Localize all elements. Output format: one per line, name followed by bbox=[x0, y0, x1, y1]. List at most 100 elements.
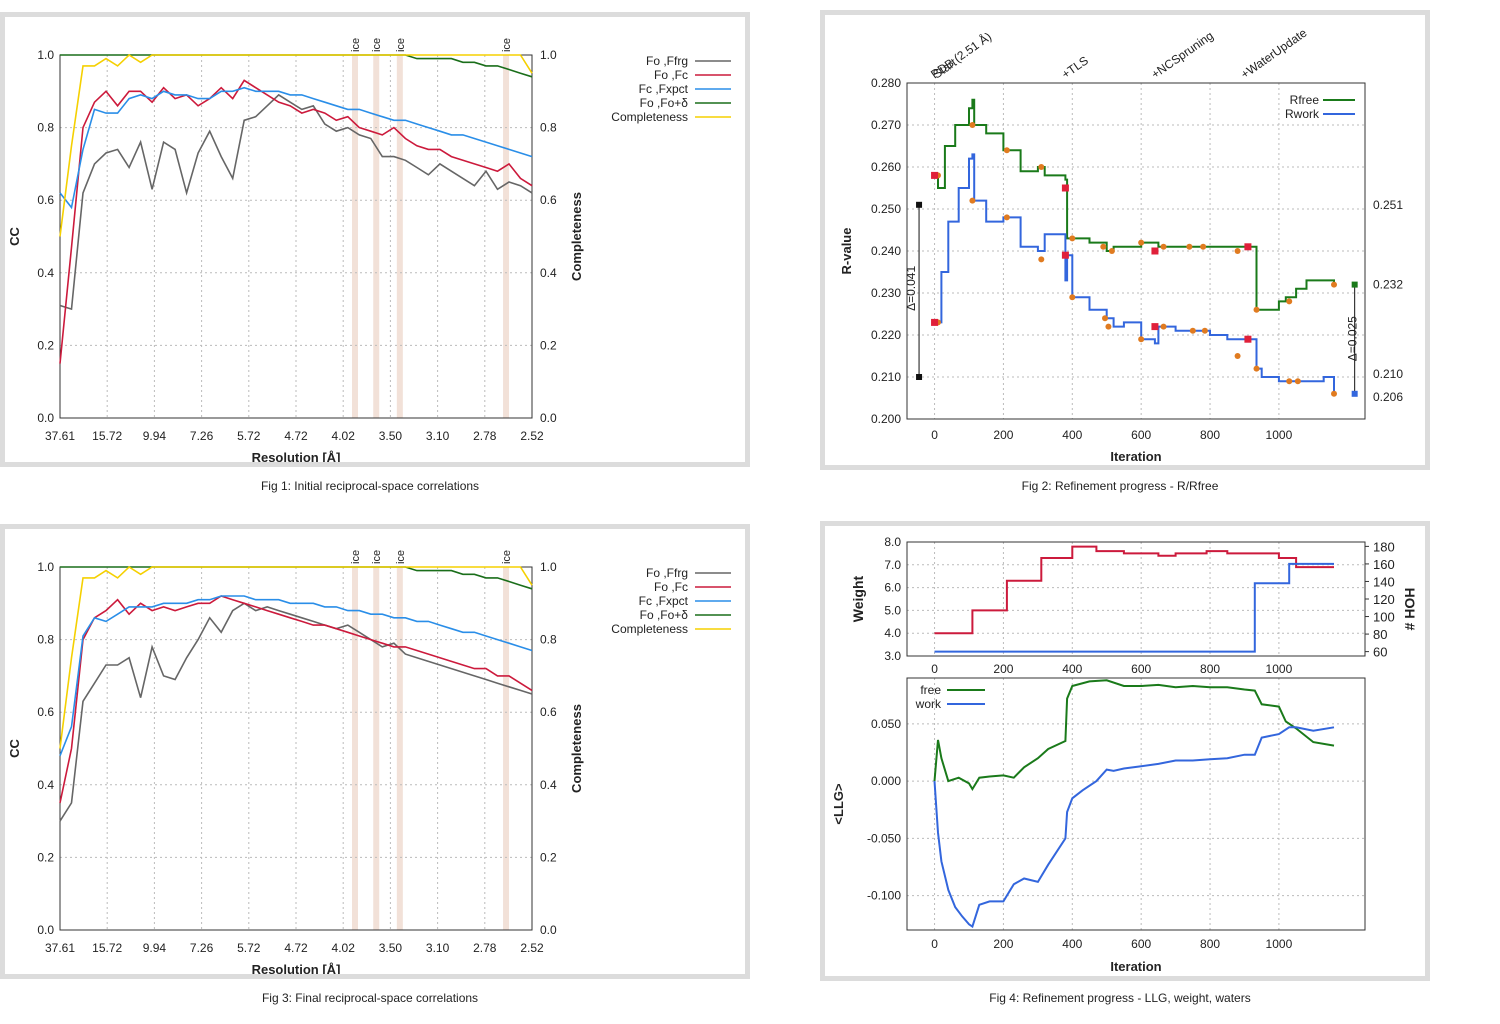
series-line-Fo_Ffrg bbox=[59, 93, 533, 311]
fig2-caption: Fig 2: Refinement progress - R/Rfree bbox=[1021, 479, 1219, 493]
y-axis-label: CC bbox=[7, 227, 22, 246]
ice-label: ice bbox=[371, 550, 383, 564]
x-tick-label: 37.61 bbox=[45, 941, 75, 955]
y-tick-label: -0.100 bbox=[867, 889, 901, 903]
x-tick-label: 5.72 bbox=[237, 429, 261, 443]
fig3-caption: Fig 3: Final reciprocal-space correlatio… bbox=[261, 991, 479, 1005]
phase-marker bbox=[1061, 184, 1069, 192]
x-axis-label: Resolution [Å] bbox=[252, 450, 341, 462]
iteration-marker bbox=[969, 122, 976, 128]
y-tick-label: 0.8 bbox=[37, 633, 54, 647]
y-axis-label-llg: <LLG> bbox=[831, 783, 846, 825]
y2-tick-label: 0.8 bbox=[540, 633, 557, 647]
iteration-marker bbox=[1189, 327, 1196, 334]
x-tick-label: 2.78 bbox=[473, 429, 497, 443]
y-tick-label: 5.0 bbox=[884, 603, 901, 617]
legend-label: Fo ,Ffrg bbox=[646, 566, 688, 580]
y2-tick-label: 0.0 bbox=[540, 411, 557, 425]
iteration-marker bbox=[1102, 315, 1109, 322]
legend-label: Fo ,Fo+δ bbox=[640, 608, 689, 622]
y-tick-label: 0.0 bbox=[37, 923, 54, 937]
x-tick-label: 4.02 bbox=[332, 941, 356, 955]
y2-axis-label-hoh: HOH # bbox=[1402, 588, 1418, 631]
y2-tick-label: 100 bbox=[1373, 610, 1395, 625]
series-line-Rfree bbox=[934, 98, 1335, 311]
series-line-Rwork bbox=[934, 153, 1335, 394]
series-line-Fc_Fxpct bbox=[59, 595, 533, 757]
legend-label: free bbox=[920, 683, 941, 697]
iteration-marker bbox=[1331, 281, 1338, 288]
x-tick-label: 200 bbox=[993, 662, 1013, 676]
y-tick-label: 0.050 bbox=[871, 717, 901, 731]
right-value-label: 0.206 bbox=[1373, 390, 1403, 404]
series-line-weight bbox=[934, 545, 1334, 635]
ice-label: ice bbox=[501, 38, 513, 52]
delta-marker bbox=[916, 201, 923, 208]
phase-label: +TLS bbox=[1059, 53, 1091, 81]
series-line-free bbox=[933, 679, 1335, 792]
legend-label: Completeness bbox=[611, 622, 688, 636]
y-tick-label: 0.220 bbox=[871, 328, 901, 342]
series-line-Fo_Ffrg bbox=[59, 602, 533, 822]
y-tick-label: 0.2 bbox=[37, 338, 54, 352]
iteration-marker bbox=[1160, 323, 1167, 330]
x-axis-label: Iteration bbox=[1110, 449, 1161, 464]
y2-tick-label: 0.8 bbox=[540, 121, 557, 135]
phase-marker bbox=[931, 171, 939, 179]
ice-label: ice bbox=[350, 550, 362, 564]
iteration-marker bbox=[1253, 306, 1260, 313]
y2-tick-label: 1.0 bbox=[540, 560, 557, 574]
ice-band bbox=[352, 567, 358, 930]
legend-label: Fo ,Fo+δ bbox=[640, 96, 689, 110]
series-line-Completeness bbox=[59, 565, 533, 749]
y-tick-label: 0.8 bbox=[37, 121, 54, 135]
y-tick-label: 0.000 bbox=[871, 774, 901, 788]
fig4-chart: 3.0 4.0 5.0 6.0 7.0 8.0 60 80 100 120 140 160 180 0 20… bbox=[831, 535, 1418, 974]
x-tick-label: 1000 bbox=[1266, 937, 1293, 951]
x-tick-label: 7.26 bbox=[190, 429, 214, 443]
iteration-marker bbox=[1038, 256, 1045, 263]
y-tick-label: 0.270 bbox=[871, 118, 901, 132]
x-tick-label: 400 bbox=[1062, 428, 1082, 442]
y2-axis-label: Completeness bbox=[569, 704, 584, 793]
right-value-label: 0.232 bbox=[1373, 278, 1403, 292]
x-tick-label: 600 bbox=[1131, 937, 1151, 951]
right-value-label: 0.210 bbox=[1373, 367, 1403, 381]
x-tick-label: 0 bbox=[931, 937, 938, 951]
x-tick-label: 4.72 bbox=[284, 429, 308, 443]
x-tick-label: 4.72 bbox=[284, 941, 308, 955]
ice-band bbox=[503, 567, 510, 930]
phase-marker bbox=[1061, 251, 1069, 259]
phase-label: +NCSpruning bbox=[1149, 28, 1216, 81]
x-tick-label: 15.72 bbox=[92, 429, 122, 443]
series-line-Fo_Fc bbox=[59, 79, 533, 364]
fig1-panel: ice ice ice ice 0.0 0.0 0.2 0.2 0.4 0.4 0.6 0.6 0.8 0… bbox=[0, 12, 750, 467]
x-tick-label: 9.94 bbox=[143, 941, 167, 955]
y2-tick-label: 0.6 bbox=[540, 705, 557, 719]
ice-band bbox=[396, 55, 403, 418]
y2-tick-label: 180 bbox=[1373, 539, 1395, 554]
iteration-marker bbox=[1286, 298, 1293, 305]
y-tick-label: 0.240 bbox=[871, 244, 901, 258]
iteration-marker bbox=[1038, 164, 1045, 170]
y-tick-label: 3.0 bbox=[884, 649, 901, 663]
delta-marker bbox=[1351, 281, 1358, 288]
iteration-marker bbox=[1186, 243, 1193, 250]
legend-label: Fo ,Fc bbox=[654, 580, 688, 594]
iteration-marker bbox=[1138, 239, 1145, 246]
ice-band bbox=[352, 55, 358, 418]
ice-label: ice bbox=[395, 38, 407, 52]
iteration-marker bbox=[1003, 214, 1010, 221]
x-tick-label: 37.61 bbox=[45, 429, 75, 443]
plot-frame-bottom bbox=[906, 677, 1366, 931]
x-tick-label: 0 bbox=[931, 662, 938, 676]
ice-band bbox=[503, 55, 510, 418]
y2-tick-label: 60 bbox=[1373, 645, 1387, 660]
iteration-marker bbox=[1160, 243, 1167, 250]
x-tick-label: 200 bbox=[993, 937, 1013, 951]
legend-label: Fo ,Fc bbox=[654, 68, 688, 82]
y-tick-label: 0.4 bbox=[37, 266, 54, 280]
plot-frame-top bbox=[906, 541, 1366, 657]
x-tick-label: 5.72 bbox=[237, 941, 261, 955]
